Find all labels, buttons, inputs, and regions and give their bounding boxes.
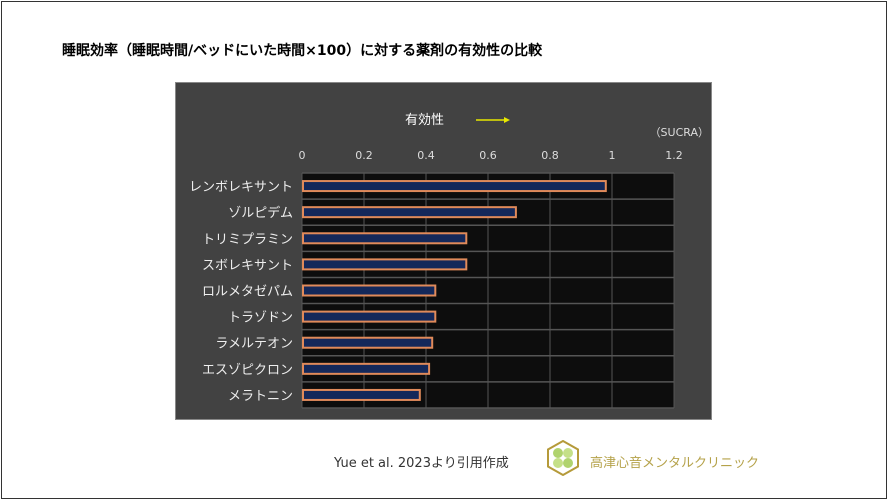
unit-label: （SUCRA） (650, 126, 709, 139)
category-label: トリミプラミン (202, 232, 293, 247)
category-label: トラゾドン (228, 311, 293, 326)
source-citation: Yue et al. 2023より引用作成 (334, 456, 509, 471)
clinic-name: 高津心音メンタルクリニック (590, 456, 760, 471)
bar (302, 258, 468, 271)
category-label: レンボレキサント (189, 180, 293, 195)
x-tick-label: 0.2 (355, 149, 373, 162)
bar (302, 206, 517, 219)
category-label: スボレキサント (202, 258, 293, 273)
x-tick-label: 1 (609, 149, 616, 162)
category-label: エスゾピクロン (202, 363, 293, 378)
x-tick-label: 1.2 (665, 149, 683, 162)
clinic-logo-icon (547, 440, 579, 476)
chart-title: 有効性 (405, 113, 444, 128)
x-tick-label: 0.8 (541, 149, 559, 162)
x-tick-label: 0.6 (479, 149, 497, 162)
category-label: ロルメタゼパム (202, 285, 293, 300)
category-label: メラトニン (228, 389, 293, 404)
arrow-head-icon (504, 117, 510, 123)
bar (302, 232, 468, 245)
bar (302, 310, 437, 323)
bar (302, 336, 434, 349)
x-tick-label: 0.4 (417, 149, 435, 162)
chart-panel: 0 0.2 0.4 0.6 0.8 1 1.2 レンボレキサントゾルピデムトリミプラミン スボレ… (175, 82, 712, 420)
x-tick-label: 0 (299, 149, 306, 162)
slide-title: 睡眠効率（睡眠時間/ベッドにいた時間×100）に対する薬剤の有効性の比較 (62, 43, 543, 59)
bar (302, 362, 431, 375)
category-label: ラメルテオン (215, 337, 293, 352)
category-label: ゾルピデム (228, 205, 293, 221)
bar (302, 180, 607, 193)
bar (302, 284, 437, 297)
bar-chart: 0 0.2 0.4 0.6 0.8 1 1.2 レンボレキサントゾルピデムトリミプラミンスボレ… (189, 113, 709, 409)
bar (302, 388, 421, 401)
